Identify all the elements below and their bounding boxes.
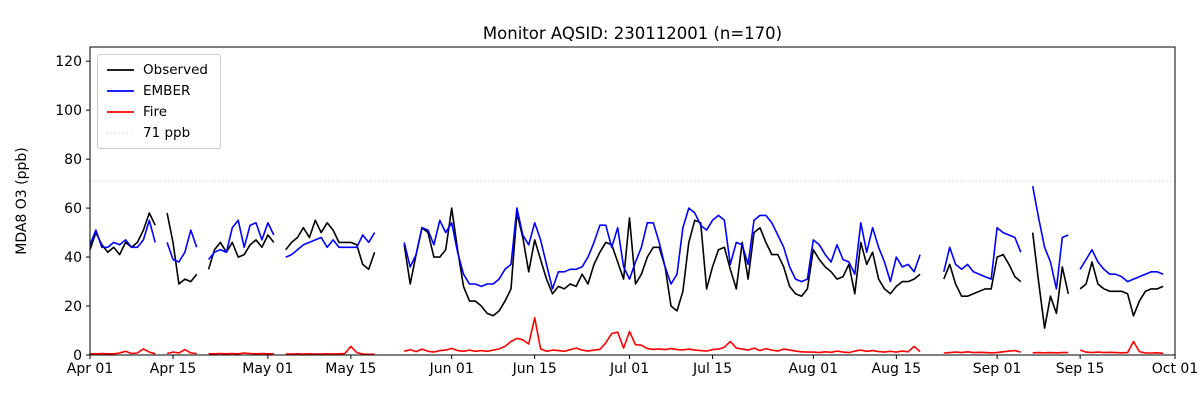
y-tick-label: 20 <box>64 299 82 315</box>
y-tick-label: 60 <box>64 201 82 217</box>
x-tick-label: Jul 15 <box>692 361 732 377</box>
legend-item-71-ppb: 71 ppb <box>107 124 208 142</box>
legend-label: Observed <box>143 62 208 78</box>
y-tick-label: 40 <box>64 250 82 266</box>
legend-item-ember: EMBER <box>107 82 208 100</box>
x-tick-label: Oct 01 <box>1152 361 1198 377</box>
chart-title: Monitor AQSID: 230112001 (n=170) <box>482 24 783 43</box>
legend-item-observed: Observed <box>107 61 208 79</box>
legend-label: Fire <box>143 104 168 120</box>
fire-line <box>90 317 1164 356</box>
x-tick-label: Jun 15 <box>512 361 557 377</box>
y-tick-label: 0 <box>73 348 82 364</box>
x-tick-label: May 15 <box>325 361 376 377</box>
legend-swatch-0 <box>107 69 134 71</box>
legend-item-fire: Fire <box>107 103 208 121</box>
y-tick-label: 100 <box>55 103 82 119</box>
y-tick-label: 80 <box>64 152 82 168</box>
y-tick-label: 120 <box>55 54 82 70</box>
legend-swatch-2 <box>107 111 134 113</box>
legend-swatch-3 <box>107 132 134 134</box>
legend-label: EMBER <box>143 83 191 99</box>
legend-swatch-1 <box>107 90 134 92</box>
legend-label: 71 ppb <box>143 125 191 141</box>
x-tick-label: Jul 01 <box>609 361 649 377</box>
legend: Observed EMBER Fire 71 ppb <box>97 54 221 149</box>
x-tick-label: Sep 01 <box>973 361 1022 377</box>
ember-line <box>89 185 1164 290</box>
plot-border <box>89 46 1176 356</box>
observed-line <box>89 207 1164 329</box>
x-tick-label: Sep 15 <box>1056 361 1105 377</box>
x-tick-label: Aug 01 <box>789 361 839 377</box>
x-tick-label: Apr 15 <box>150 361 196 377</box>
x-tick-label: Jun 01 <box>429 361 474 377</box>
x-tick-label: Apr 01 <box>67 361 113 377</box>
x-tick-label: May 01 <box>242 361 293 377</box>
x-tick-label: Aug 15 <box>872 361 922 377</box>
